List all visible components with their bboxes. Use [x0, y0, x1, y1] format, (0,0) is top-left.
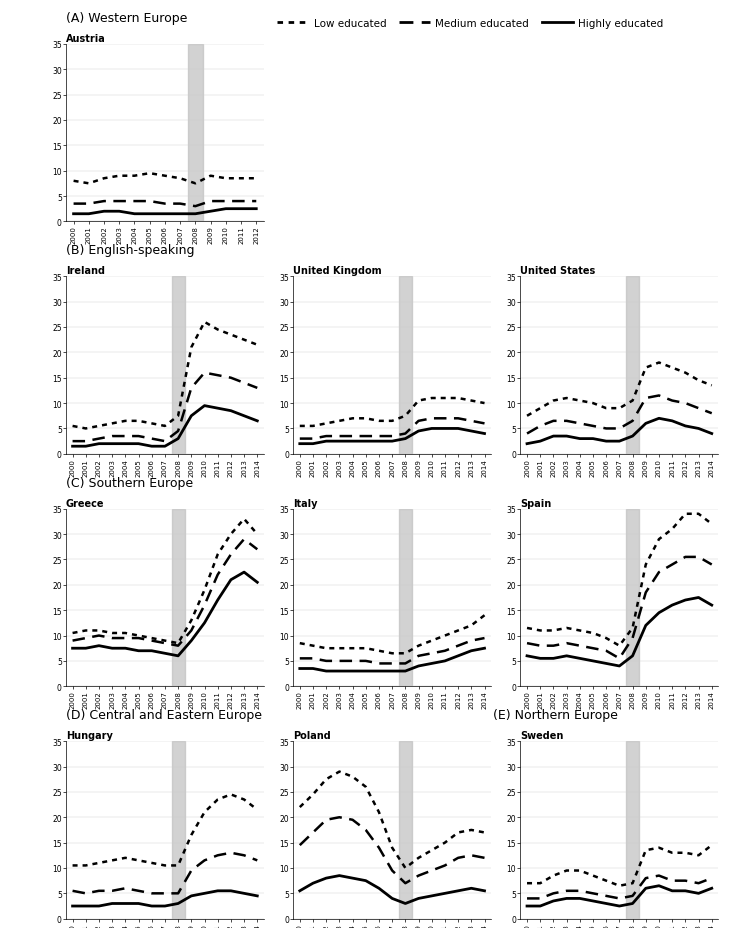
Text: Greece: Greece [66, 498, 105, 509]
Text: (B) English-speaking: (B) English-speaking [66, 244, 194, 257]
Bar [399, 509, 412, 687]
Bar [172, 741, 185, 919]
Legend: Low educated, Medium educated, Highly educated: Low educated, Medium educated, Highly ed… [273, 15, 668, 32]
Text: (D) Central and Eastern Europe: (D) Central and Eastern Europe [66, 709, 262, 722]
Text: United Kingdom: United Kingdom [293, 266, 382, 277]
Text: Spain: Spain [520, 498, 552, 509]
Bar [626, 277, 639, 455]
Text: Hungary: Hungary [66, 730, 113, 741]
Text: (E) Northern Europe: (E) Northern Europe [493, 709, 618, 722]
Text: Sweden: Sweden [520, 730, 564, 741]
Bar [626, 509, 639, 687]
Bar [399, 277, 412, 455]
Text: (C) Southern Europe: (C) Southern Europe [66, 476, 193, 489]
Text: (A) Western Europe: (A) Western Europe [66, 12, 188, 25]
Bar [188, 45, 203, 222]
Text: United States: United States [520, 266, 596, 277]
Text: Austria: Austria [66, 34, 106, 44]
Text: Ireland: Ireland [66, 266, 105, 277]
Bar [399, 741, 412, 919]
Bar [172, 277, 185, 455]
Text: Italy: Italy [293, 498, 317, 509]
Text: Poland: Poland [293, 730, 331, 741]
Bar [172, 509, 185, 687]
Bar [626, 741, 639, 919]
